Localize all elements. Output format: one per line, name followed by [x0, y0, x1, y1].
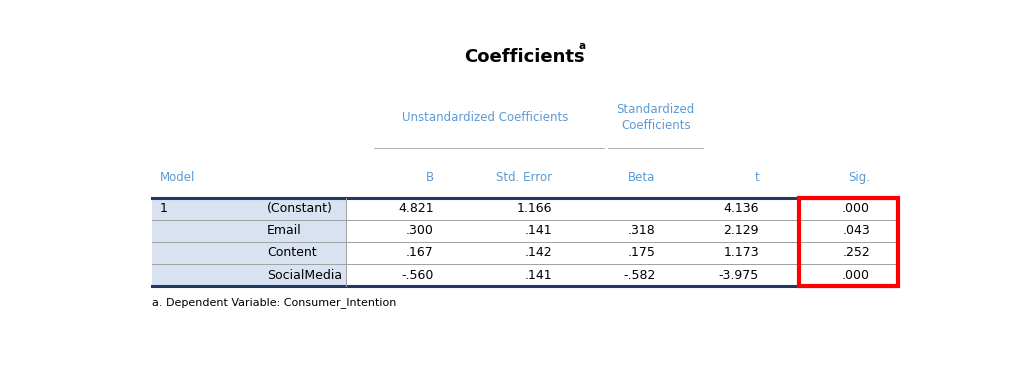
- Text: .175: .175: [628, 246, 655, 259]
- Text: 4.821: 4.821: [398, 202, 433, 215]
- Text: .043: .043: [843, 224, 870, 237]
- Text: .252: .252: [843, 246, 870, 259]
- Text: -.582: -.582: [624, 269, 655, 282]
- Text: 2.129: 2.129: [723, 224, 759, 237]
- Text: (Constant): (Constant): [267, 202, 333, 215]
- Bar: [152, 242, 346, 264]
- Text: 1: 1: [160, 202, 168, 215]
- Text: .000: .000: [842, 202, 870, 215]
- Text: Content: Content: [267, 246, 316, 259]
- Text: Std. Error: Std. Error: [497, 171, 553, 184]
- Text: Unstandardized Coefficients: Unstandardized Coefficients: [402, 111, 568, 124]
- Text: a. Dependent Variable: Consumer_Intention: a. Dependent Variable: Consumer_Intentio…: [152, 298, 396, 309]
- Text: -3.975: -3.975: [719, 269, 759, 282]
- Text: .167: .167: [406, 246, 433, 259]
- Text: Email: Email: [267, 224, 302, 237]
- Text: .000: .000: [842, 269, 870, 282]
- Bar: [152, 264, 346, 286]
- Text: Beta: Beta: [629, 171, 655, 184]
- Text: .141: .141: [525, 224, 553, 237]
- Text: .141: .141: [525, 269, 553, 282]
- Text: Model: Model: [160, 171, 196, 184]
- Text: -.560: -.560: [401, 269, 433, 282]
- Text: .318: .318: [628, 224, 655, 237]
- Text: B: B: [425, 171, 433, 184]
- Text: .142: .142: [525, 246, 553, 259]
- Text: 1.173: 1.173: [723, 246, 759, 259]
- Text: t: t: [754, 171, 759, 184]
- Bar: [152, 198, 346, 220]
- Bar: [152, 220, 346, 242]
- Text: Sig.: Sig.: [848, 171, 870, 184]
- Text: SocialMedia: SocialMedia: [267, 269, 342, 282]
- Text: Coefficients: Coefficients: [465, 48, 585, 66]
- Text: Standardized
Coefficients: Standardized Coefficients: [616, 103, 695, 132]
- Text: 1.166: 1.166: [517, 202, 553, 215]
- Text: a: a: [579, 41, 586, 51]
- Text: 4.136: 4.136: [723, 202, 759, 215]
- Text: .300: .300: [406, 224, 433, 237]
